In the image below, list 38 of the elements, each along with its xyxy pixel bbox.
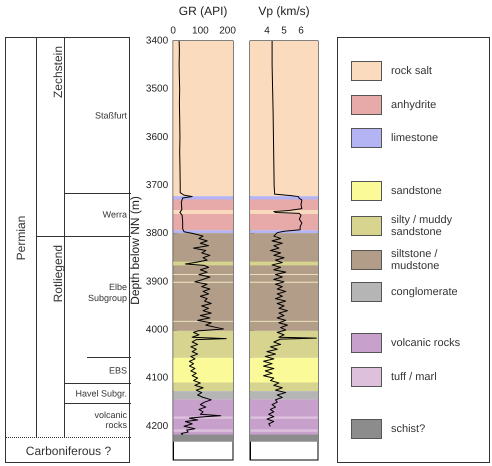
x-tick-label: 100: [192, 26, 210, 36]
text: Carboniferous ?: [24, 444, 112, 458]
text: Permian: [14, 215, 28, 260]
text: EBS: [108, 365, 127, 376]
x-tick-label: 200: [219, 26, 236, 36]
y-tick-label: 3600: [146, 132, 169, 143]
y-tick-label: 3500: [146, 84, 169, 95]
x-tick-label: 6: [298, 26, 304, 36]
x-tick-label: 0: [170, 26, 176, 36]
y-tick-label: 4000: [146, 324, 169, 336]
category-label: siltstone / mudstone: [391, 248, 440, 272]
text: Zechstein: [50, 46, 64, 98]
category-label: anhydrite: [391, 98, 436, 112]
y-tick-label: 4100: [146, 372, 169, 384]
x-axis-title: GR (API): [178, 4, 228, 18]
text: Werra: [102, 210, 127, 220]
category-label: schist?: [391, 422, 426, 436]
category-label: tuff / marl: [391, 370, 437, 384]
y-tick-label: 3700: [146, 180, 169, 191]
x-tick-label: 5: [281, 26, 288, 36]
text: Havel Subgr.: [75, 388, 127, 399]
category-label: volcanic rocks: [391, 336, 460, 350]
text: Staßfurt: [94, 110, 127, 121]
y-tick-label: 4200: [146, 420, 169, 432]
text: Rotliegend: [50, 245, 64, 302]
category-label: silty / muddy sandstone: [391, 214, 452, 238]
text: Elbe Subgroup: [88, 282, 127, 304]
category-label: conglomerate: [391, 286, 458, 298]
y-tick-label: 3400: [146, 36, 169, 46]
text: volcanic rocks: [94, 410, 127, 432]
category-label: limestone: [391, 132, 438, 144]
x-axis-title: Vp (km/s): [258, 4, 310, 18]
category-label: sandstone: [391, 184, 442, 198]
y-axis-title: Depth below NN (m): [128, 196, 142, 305]
category-label: rock salt: [391, 64, 432, 78]
y-tick-label: 3800: [146, 228, 169, 240]
y-tick-label: 3900: [146, 276, 169, 288]
x-tick-label: 4: [264, 26, 270, 36]
